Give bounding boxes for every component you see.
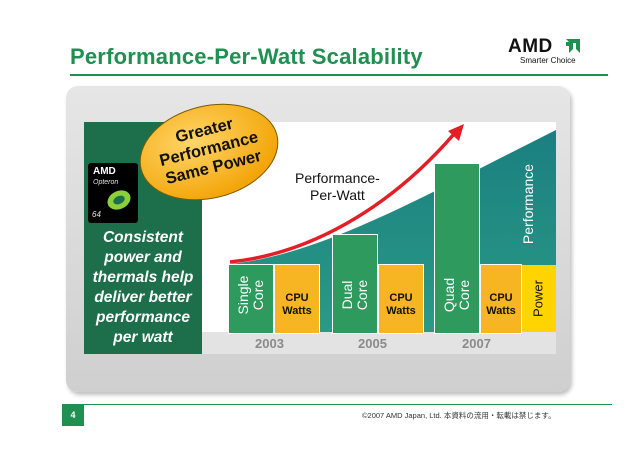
- slide-title: Performance-Per-Watt Scalability: [70, 44, 423, 69]
- logo-tagline: Smarter Choice: [520, 56, 576, 65]
- arrowhead-icon: [448, 124, 464, 141]
- chip-disc-icon: [107, 190, 131, 210]
- cpu-line: Watts: [282, 305, 312, 317]
- title-divider: [70, 74, 608, 76]
- opteron-chip-logo: AMD Opteron 64: [88, 163, 138, 223]
- panel-line: deliver better: [94, 289, 192, 306]
- cpu-watts-label-2003: CPU Watts: [274, 292, 320, 318]
- copyright-footer: ©2007 AMD Japan, Ltd. 本資料の流用・転載は禁じます。: [362, 411, 556, 420]
- core-bar-single: [228, 264, 274, 334]
- core-line: Quad: [441, 277, 457, 313]
- cpu-line: CPU: [389, 292, 413, 304]
- panel-line: per watt: [113, 329, 173, 346]
- panel-line: performance: [96, 309, 190, 326]
- panel-line: thermals help: [92, 269, 194, 286]
- cpu-line: Watts: [486, 305, 516, 317]
- ppw-label: Performance- Per-Watt: [295, 170, 380, 204]
- core-label-single: Single Core: [235, 272, 266, 318]
- cpu-line: CPU: [489, 292, 513, 304]
- core-bar-dual: [332, 234, 378, 334]
- panel-statement: Consistent power and thermals help deliv…: [84, 228, 202, 348]
- cpu-watts-bar-2003: [274, 264, 320, 334]
- cpu-watts-label-2005: CPU Watts: [378, 292, 424, 318]
- core-line: Single: [235, 275, 251, 315]
- core-line: Core: [354, 279, 370, 311]
- trend-line: [229, 132, 456, 264]
- amd-arrow-icon: [566, 39, 580, 53]
- cpu-line: Watts: [386, 305, 416, 317]
- cpu-watts-bar-2007: [480, 264, 522, 334]
- ppw-line: Per-Watt: [310, 187, 365, 203]
- chip-brand: AMD: [93, 166, 116, 177]
- page-number: 4: [62, 404, 84, 426]
- power-strip: [520, 265, 556, 332]
- chip-product: Opteron: [93, 179, 119, 186]
- chip-bits: 64: [92, 210, 101, 219]
- core-label-quad: Quad Core: [441, 272, 472, 318]
- amd-logo: AMD Smarter Choice: [508, 36, 588, 70]
- cpu-watts-bar-2005: [378, 264, 424, 334]
- core-line: Dual: [339, 280, 355, 310]
- core-label-dual: Dual Core: [339, 272, 370, 318]
- panel-line: power and: [104, 249, 182, 266]
- cpu-watts-label-2007: CPU Watts: [479, 292, 523, 318]
- ppw-trend-arrow: [229, 124, 464, 264]
- year-2007: 2007: [462, 336, 491, 351]
- core-line: Core: [250, 279, 266, 311]
- panel-line: Consistent: [102, 229, 184, 246]
- greater-performance-badge: [139, 103, 279, 201]
- cpu-line: CPU: [285, 292, 309, 304]
- year-axis: [202, 332, 556, 354]
- core-line: Core: [456, 279, 472, 311]
- footer-divider: [84, 404, 612, 405]
- year-2003: 2003: [255, 336, 284, 351]
- power-label: Power: [530, 280, 546, 317]
- core-bar-quad: [434, 163, 480, 334]
- ppw-line: Performance-: [295, 170, 380, 186]
- logo-word: AMD: [508, 36, 553, 57]
- performance-label: Performance: [520, 163, 536, 245]
- year-2005: 2005: [358, 336, 387, 351]
